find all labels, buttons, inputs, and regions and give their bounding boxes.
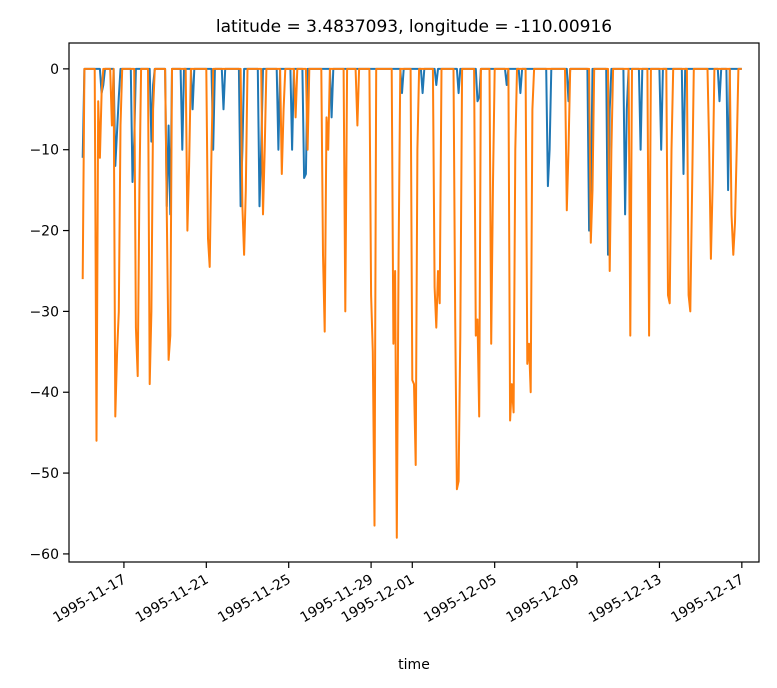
y-tick-label: −10 [29,143,59,159]
x-tick-label: 1995-12-09 [504,572,582,627]
series-line-2 [81,67,742,539]
plot-area [81,67,742,539]
x-tick-label: 1995-11-21 [133,572,211,627]
y-tick-label: 0 [50,62,59,78]
x-tick-label: 1995-12-05 [421,572,499,627]
x-axis: 1995-11-17 1995-11-21 1995-11-25 1995-11-29… [50,562,747,627]
x-tick-label: 1995-12-13 [586,572,664,627]
chart-title: latitude = 3.4837093, longitude = -110.0… [216,17,612,37]
y-tick-label: −20 [29,224,59,240]
x-axis-label: time [398,657,430,673]
x-tick-label: 1995-11-25 [215,572,293,627]
y-axis: 0 −10 −20 −30 −40 −50 −60 [29,62,69,563]
y-tick-label: −40 [29,385,59,401]
x-tick-label: 1995-12-17 [668,572,746,627]
y-tick-label: −50 [29,466,59,482]
y-tick-label: −60 [29,547,59,563]
x-tick-label: 1995-11-17 [50,572,128,627]
y-tick-label: −30 [29,304,59,320]
plot-frame [68,42,760,563]
